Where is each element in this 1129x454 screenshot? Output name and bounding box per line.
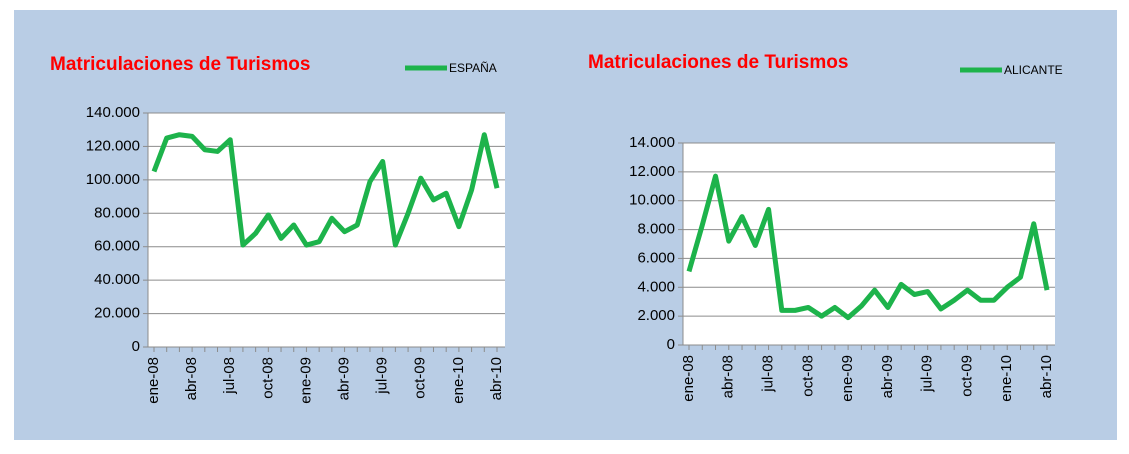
y-tick-label: 12.000 — [629, 163, 675, 180]
y-tick-label: 140.000 — [86, 104, 140, 121]
x-tick-label: abr-08 — [720, 355, 737, 398]
line-series — [686, 173, 1050, 321]
y-tick-label: 0 — [132, 338, 140, 355]
y-tick-label: 0 — [667, 336, 675, 353]
x-tick-label: abr-09 — [336, 357, 353, 400]
x-tick-label: abr-10 — [488, 357, 505, 400]
plot-area — [683, 143, 1055, 345]
x-tick-label: oct-08 — [799, 355, 816, 397]
x-tick-label: jul-09 — [919, 355, 936, 393]
x-tick-label: oct-09 — [412, 357, 429, 399]
x-tick-label: ene-09 — [297, 357, 314, 404]
x-tick-label: jul-08 — [760, 355, 777, 393]
x-tick-label: ene-10 — [450, 357, 467, 404]
x-tick-label: abr-09 — [879, 355, 896, 398]
x-tick-label: oct-09 — [958, 355, 975, 397]
y-tick-label: 40.000 — [94, 271, 140, 288]
x-tick-label: abr-10 — [1038, 355, 1055, 398]
y-tick-label: 6.000 — [637, 249, 675, 266]
x-tick-label: abr-08 — [183, 357, 200, 400]
x-tick-label: jul-09 — [374, 357, 391, 395]
y-tick-label: 80.000 — [94, 204, 140, 221]
chart-title: Matriculaciones de Turismos — [588, 52, 848, 73]
y-tick-label: 20.000 — [94, 305, 140, 322]
line-series — [151, 132, 500, 248]
legend-label: ALICANTE — [1004, 63, 1063, 77]
x-tick-label: ene-09 — [839, 355, 856, 402]
y-tick-label: 8.000 — [637, 221, 675, 238]
x-tick-label: jul-08 — [221, 357, 238, 395]
x-tick-label: ene-10 — [998, 355, 1015, 402]
x-tick-label: oct-08 — [259, 357, 276, 399]
y-tick-label: 60.000 — [94, 238, 140, 255]
y-tick-label: 100.000 — [86, 171, 140, 188]
x-tick-label: ene-08 — [680, 355, 697, 402]
y-tick-label: 2.000 — [637, 307, 675, 324]
y-tick-label: 120.000 — [86, 137, 140, 154]
y-tick-label: 10.000 — [629, 192, 675, 209]
chart-title: Matriculaciones de Turismos — [50, 54, 310, 75]
x-tick-label: ene-08 — [145, 357, 162, 404]
y-tick-label: 4.000 — [637, 278, 675, 295]
legend-label: ESPAÑA — [449, 61, 497, 75]
y-tick-label: 14.000 — [629, 134, 675, 151]
